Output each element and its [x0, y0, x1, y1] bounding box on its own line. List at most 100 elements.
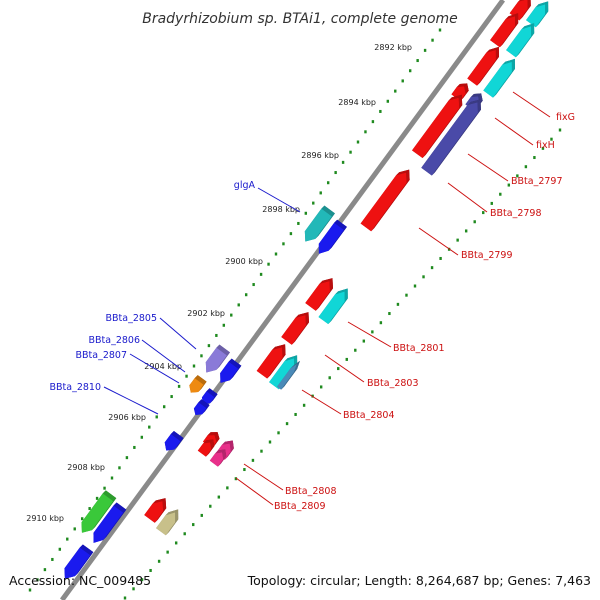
kbp-label: 2900 kbp	[225, 257, 263, 266]
leader-line	[141, 339, 186, 373]
leader-line	[235, 477, 274, 506]
gene-arrow	[483, 58, 515, 98]
leader-line	[159, 317, 197, 350]
gene-arrow-edge	[215, 449, 226, 454]
track-dot	[209, 504, 212, 508]
topology-text: Topology: circular; Length: 8,264,687 bp…	[247, 573, 591, 588]
leader-line	[324, 354, 365, 383]
track-dot	[222, 323, 226, 327]
gene-arrow	[193, 399, 210, 415]
gene-arrow-edge	[221, 440, 233, 445]
track-dot	[148, 425, 151, 429]
gene-arrow-face	[209, 452, 224, 467]
track-dot	[282, 242, 285, 246]
leader-line	[494, 117, 534, 146]
track-dot	[237, 303, 240, 307]
gene-arrow	[467, 46, 499, 86]
gene-arrow-edge	[328, 298, 348, 325]
gene-label-bbta-2797: BBta_2797	[511, 176, 563, 187]
track-dot	[43, 568, 47, 572]
leader-line	[301, 389, 342, 415]
track-dot	[51, 557, 54, 561]
kbp-scale: 2892 kbp 2894 kbp 2896 kbp 2898 kbp 2900…	[26, 43, 412, 523]
gene-arrow-face	[197, 442, 212, 457]
gene-arrow	[412, 94, 463, 159]
gene-arrow-edge	[502, 58, 515, 65]
gene-arrow-edge	[527, 0, 531, 9]
track-dot	[244, 293, 248, 297]
gene-arrow-edge	[467, 99, 481, 105]
track-dot	[379, 321, 383, 325]
track-dot	[423, 48, 427, 52]
gene-arrow	[360, 169, 410, 232]
track-dot	[215, 333, 218, 337]
gene-arrow	[506, 23, 535, 58]
track-dot	[319, 385, 323, 389]
gene-arrow-edge	[492, 68, 515, 98]
gene-arrow-edge	[321, 205, 335, 217]
track-dot	[416, 59, 419, 63]
inner-tick-track	[123, 128, 562, 600]
gene-label-fixh: fixH	[536, 140, 555, 151]
gene-arrow-edge	[152, 498, 166, 504]
track-dot	[149, 568, 152, 572]
track-dot	[328, 376, 331, 380]
gene-arrow-face	[164, 434, 181, 451]
gene-arrow	[277, 360, 300, 390]
gene-arrow-edge	[201, 405, 210, 415]
track-dot	[438, 28, 442, 32]
track-dot	[234, 477, 238, 481]
track-dot	[371, 120, 375, 124]
gene-arrow-face	[256, 347, 283, 379]
track-dot	[170, 395, 173, 399]
leader-line	[103, 386, 159, 415]
gene-label-fixg: fixG	[556, 112, 575, 123]
track-dot	[217, 495, 221, 499]
kbp-label: 2894 kbp	[338, 98, 376, 107]
gene-arrow-edge	[486, 46, 499, 53]
gene-arrow-edge	[170, 431, 184, 442]
track-dot	[541, 146, 545, 150]
gene-arrow-edge	[175, 509, 179, 523]
kbp-label: 2908 kbp	[67, 463, 105, 472]
track-dot	[362, 339, 366, 343]
track-dot	[140, 578, 144, 582]
track-dot	[132, 587, 135, 591]
gene-arrow-face	[421, 102, 478, 176]
track-dot	[371, 330, 374, 334]
track-dot	[95, 496, 99, 500]
track-dot	[166, 550, 169, 554]
gene-arrow-edge	[229, 440, 234, 452]
track-dot	[364, 130, 367, 134]
gene-label-bbta-2808: BBta_2808	[285, 486, 337, 497]
gene-arrow-edge	[91, 498, 117, 531]
track-dot	[66, 537, 69, 541]
genome-backbone	[59, 0, 506, 600]
track-dot	[558, 128, 562, 132]
gene-arrow-edge	[458, 94, 463, 109]
forward-gene-labels: glgA BBta_2805 BBta_2806 BBta_2807 BBta_…	[49, 180, 255, 393]
reverse-gene-labels: fixG fixH BBta_2797 BBta_2798 BBta_2799 …	[274, 112, 575, 512]
gene-arrow-edge	[198, 399, 210, 409]
track-dot	[312, 201, 315, 205]
gene-arrow-edge	[216, 352, 230, 370]
track-dot	[133, 445, 136, 449]
track-dot	[36, 578, 39, 582]
gene-arrow-edge	[102, 490, 117, 502]
gene-arrow-edge	[535, 11, 549, 28]
track-dot	[396, 302, 400, 306]
label-leader-lines	[103, 91, 551, 506]
gene-arrow-face	[304, 208, 332, 242]
track-dot	[267, 262, 270, 266]
track-dot	[430, 266, 434, 270]
gene-arrow	[189, 375, 207, 393]
leader-line	[447, 182, 488, 213]
kbp-label: 2902 kbp	[187, 309, 225, 318]
gene-arrow	[64, 544, 94, 579]
gene-arrow-edge	[214, 432, 220, 442]
gene-arrow-edge	[272, 344, 286, 350]
gene-arrow-edge	[103, 509, 127, 541]
gene-arrow	[281, 312, 309, 345]
gene-arrow-face	[412, 97, 460, 159]
gene-arrow	[318, 288, 348, 325]
